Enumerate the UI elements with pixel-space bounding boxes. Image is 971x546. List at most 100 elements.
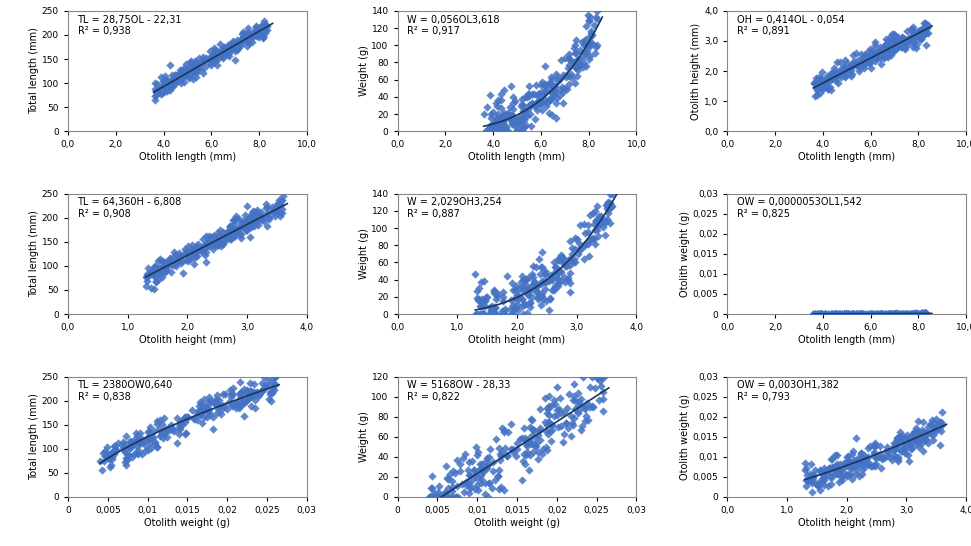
Point xyxy=(178,418,193,427)
Point xyxy=(491,443,507,452)
Point xyxy=(844,310,859,318)
Point xyxy=(900,450,916,459)
Point xyxy=(167,259,183,268)
Point xyxy=(813,486,828,495)
Point xyxy=(493,113,509,122)
Point xyxy=(518,107,533,116)
Point xyxy=(201,404,217,413)
Point xyxy=(188,73,204,81)
Point xyxy=(248,212,263,221)
Point xyxy=(492,118,508,127)
Point xyxy=(256,16,272,25)
Point xyxy=(853,310,868,318)
Point xyxy=(917,29,932,38)
Point xyxy=(550,410,565,419)
Point xyxy=(255,32,271,41)
Point xyxy=(99,442,115,451)
Point xyxy=(807,91,822,100)
Point xyxy=(485,304,500,312)
Point xyxy=(164,260,180,269)
Point xyxy=(867,442,883,451)
Point xyxy=(561,61,577,70)
Point xyxy=(129,436,145,444)
Y-axis label: Weight (g): Weight (g) xyxy=(358,228,369,280)
Point xyxy=(203,232,218,241)
Point xyxy=(169,76,184,85)
Point xyxy=(515,283,530,292)
Point xyxy=(508,304,523,312)
Point xyxy=(836,67,852,76)
Point xyxy=(866,442,882,450)
Point xyxy=(860,52,876,61)
Point xyxy=(180,248,195,257)
Point xyxy=(266,385,282,394)
Point xyxy=(865,50,881,59)
Point xyxy=(908,437,923,446)
Point xyxy=(147,92,162,100)
Point xyxy=(151,86,167,94)
Point xyxy=(844,310,859,318)
Point xyxy=(578,229,593,238)
Point xyxy=(248,27,263,36)
Point xyxy=(567,396,583,405)
Point xyxy=(807,310,822,318)
Point xyxy=(104,454,119,463)
Point xyxy=(530,91,546,99)
Point xyxy=(534,263,550,272)
Point xyxy=(883,453,898,461)
Point xyxy=(178,430,193,438)
Point xyxy=(200,238,216,246)
Point xyxy=(906,39,921,48)
Point xyxy=(902,33,918,42)
Point xyxy=(519,274,534,283)
Point xyxy=(239,389,254,398)
Point xyxy=(121,443,137,452)
Point xyxy=(252,26,268,35)
Point xyxy=(919,429,934,438)
Point xyxy=(934,408,950,417)
Point xyxy=(530,281,546,290)
Point xyxy=(512,114,527,122)
Point xyxy=(853,61,868,70)
Point xyxy=(861,56,877,64)
Point xyxy=(567,40,583,49)
Point xyxy=(595,222,611,231)
Point xyxy=(489,472,505,480)
Point xyxy=(117,448,133,457)
Point xyxy=(495,118,511,127)
Point xyxy=(184,57,199,66)
Point xyxy=(857,49,873,58)
Point xyxy=(151,257,166,265)
Point xyxy=(534,450,550,459)
Point xyxy=(838,310,854,318)
Point xyxy=(155,81,171,90)
Point xyxy=(868,454,884,463)
Point xyxy=(546,89,561,98)
Point xyxy=(924,416,940,424)
Point xyxy=(813,466,828,475)
Point xyxy=(601,199,617,208)
Point xyxy=(818,310,833,318)
Point xyxy=(915,447,930,455)
Point xyxy=(222,385,238,394)
Point xyxy=(517,123,532,132)
Point xyxy=(854,449,869,458)
Point xyxy=(245,211,260,219)
Point xyxy=(468,270,484,279)
Point xyxy=(905,31,921,40)
Point xyxy=(209,228,224,237)
Point xyxy=(878,48,893,56)
Point xyxy=(589,232,605,241)
Point xyxy=(254,379,270,388)
Point xyxy=(245,208,260,217)
Point xyxy=(855,465,871,473)
Point xyxy=(816,82,831,91)
Point xyxy=(809,75,824,84)
Point xyxy=(854,459,869,467)
Point xyxy=(917,22,932,31)
Point xyxy=(551,275,566,284)
Point xyxy=(899,431,915,440)
Point xyxy=(133,439,149,448)
X-axis label: Otolith length (mm): Otolith length (mm) xyxy=(798,152,895,162)
Point xyxy=(259,211,275,219)
